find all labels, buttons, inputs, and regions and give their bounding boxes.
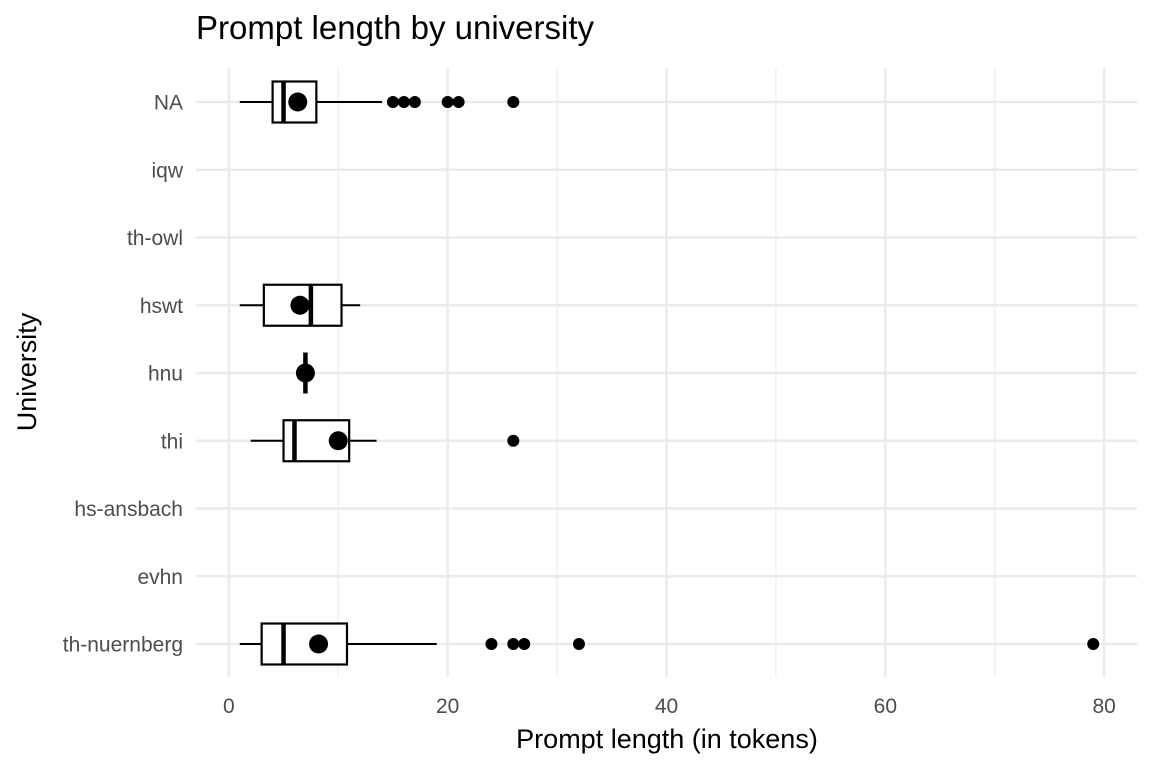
outlier-point (397, 96, 410, 108)
outlier-point (1087, 638, 1100, 650)
box-group (250, 419, 520, 463)
outlier-point (441, 96, 454, 108)
outlier-point (507, 96, 520, 108)
y-tick-label: NA (154, 92, 183, 115)
axis-layer: 0 20 40 60 80 NA iqw th-owl hswt hnu thi hs-ansbach… (63, 92, 1116, 719)
box-group (239, 80, 520, 124)
y-tick-label: evhn (137, 566, 183, 589)
outlier-point (572, 638, 585, 650)
marks-layer (239, 80, 1100, 666)
box-iqr (260, 622, 349, 666)
grid-layer (196, 68, 1137, 677)
x-tick-label: 20 (436, 695, 459, 718)
x-tick-label: 0 (223, 695, 235, 718)
y-axis-title: University (12, 312, 42, 431)
outlier-point (408, 96, 421, 108)
y-tick-label: hs-ansbach (74, 498, 183, 521)
mean-point (328, 431, 348, 451)
y-tick-label: hnu (148, 363, 183, 386)
x-tick-label: 80 (1092, 695, 1115, 718)
box-group (239, 622, 1100, 666)
y-tick-label: iqw (151, 159, 183, 182)
outlier-point (386, 96, 399, 108)
box-group (239, 283, 361, 327)
outlier-point (485, 638, 498, 650)
chart-title: Prompt length by university (196, 9, 595, 46)
outlier-point (518, 638, 531, 650)
mean-point (309, 634, 329, 654)
mean-point (290, 295, 310, 315)
x-tick-label: 40 (655, 695, 678, 718)
outlier-point (507, 434, 520, 447)
y-tick-label: hswt (140, 295, 183, 318)
y-tick-label: th-nuernberg (63, 634, 183, 657)
outlier-point (507, 638, 520, 650)
mean-point (295, 363, 315, 383)
outlier-point (452, 96, 465, 108)
mean-point (288, 92, 308, 112)
y-tick-label: thi (161, 430, 183, 453)
y-tick-label: th-owl (127, 227, 183, 250)
x-axis-title: Prompt length (in tokens) (516, 724, 818, 754)
x-tick-label: 60 (874, 695, 897, 718)
box-group (295, 352, 315, 394)
